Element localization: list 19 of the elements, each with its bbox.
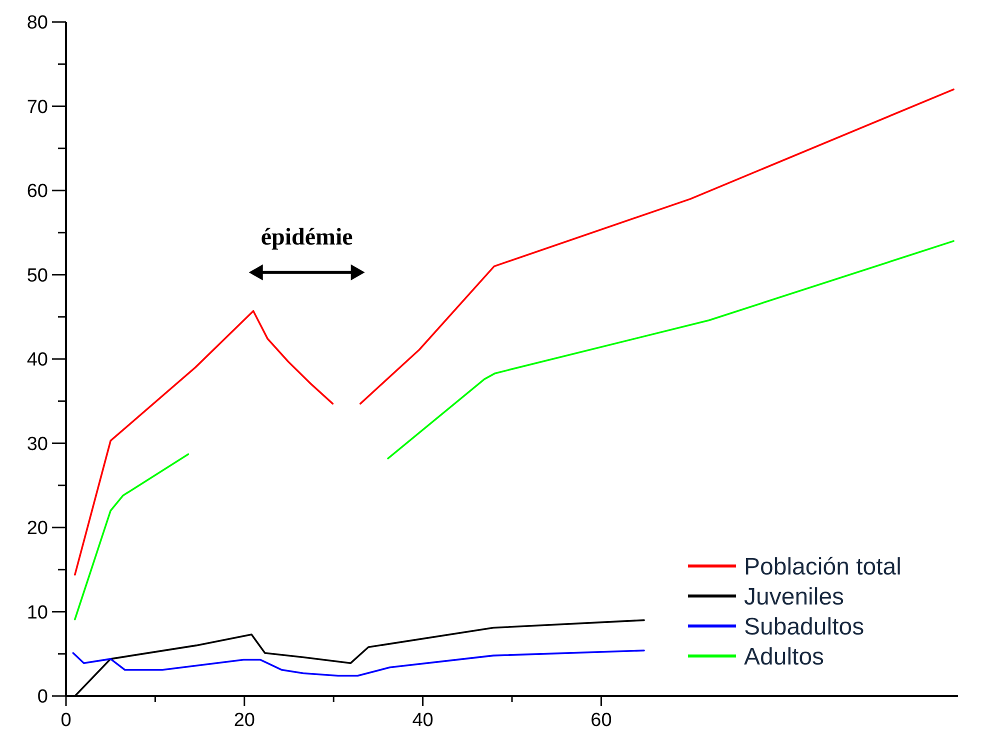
x-tick-label: 60: [590, 710, 612, 731]
x-tick-label: 20: [234, 710, 255, 731]
y-tick-label: 70: [26, 96, 48, 118]
y-tick-label: 10: [26, 602, 48, 624]
y-tick-label: 50: [26, 265, 48, 286]
x-tick-label: 40: [412, 710, 434, 731]
legend-label: Juveniles: [744, 583, 844, 610]
y-tick-label: 20: [26, 518, 48, 540]
y-tick-label: 40: [26, 350, 48, 371]
y-tick-label: 0: [37, 686, 48, 708]
y-tick-label: 30: [26, 434, 48, 455]
legend-label: Población total: [744, 553, 902, 580]
legend-label: Adultos: [744, 643, 824, 670]
y-tick-label: 80: [26, 12, 48, 34]
line-series: [72, 650, 645, 677]
legend-label: Subadultos: [744, 613, 864, 640]
y-tick-label: 60: [26, 181, 48, 202]
x-tick-label: 0: [60, 710, 72, 731]
annotation: épidémie: [260, 224, 354, 250]
